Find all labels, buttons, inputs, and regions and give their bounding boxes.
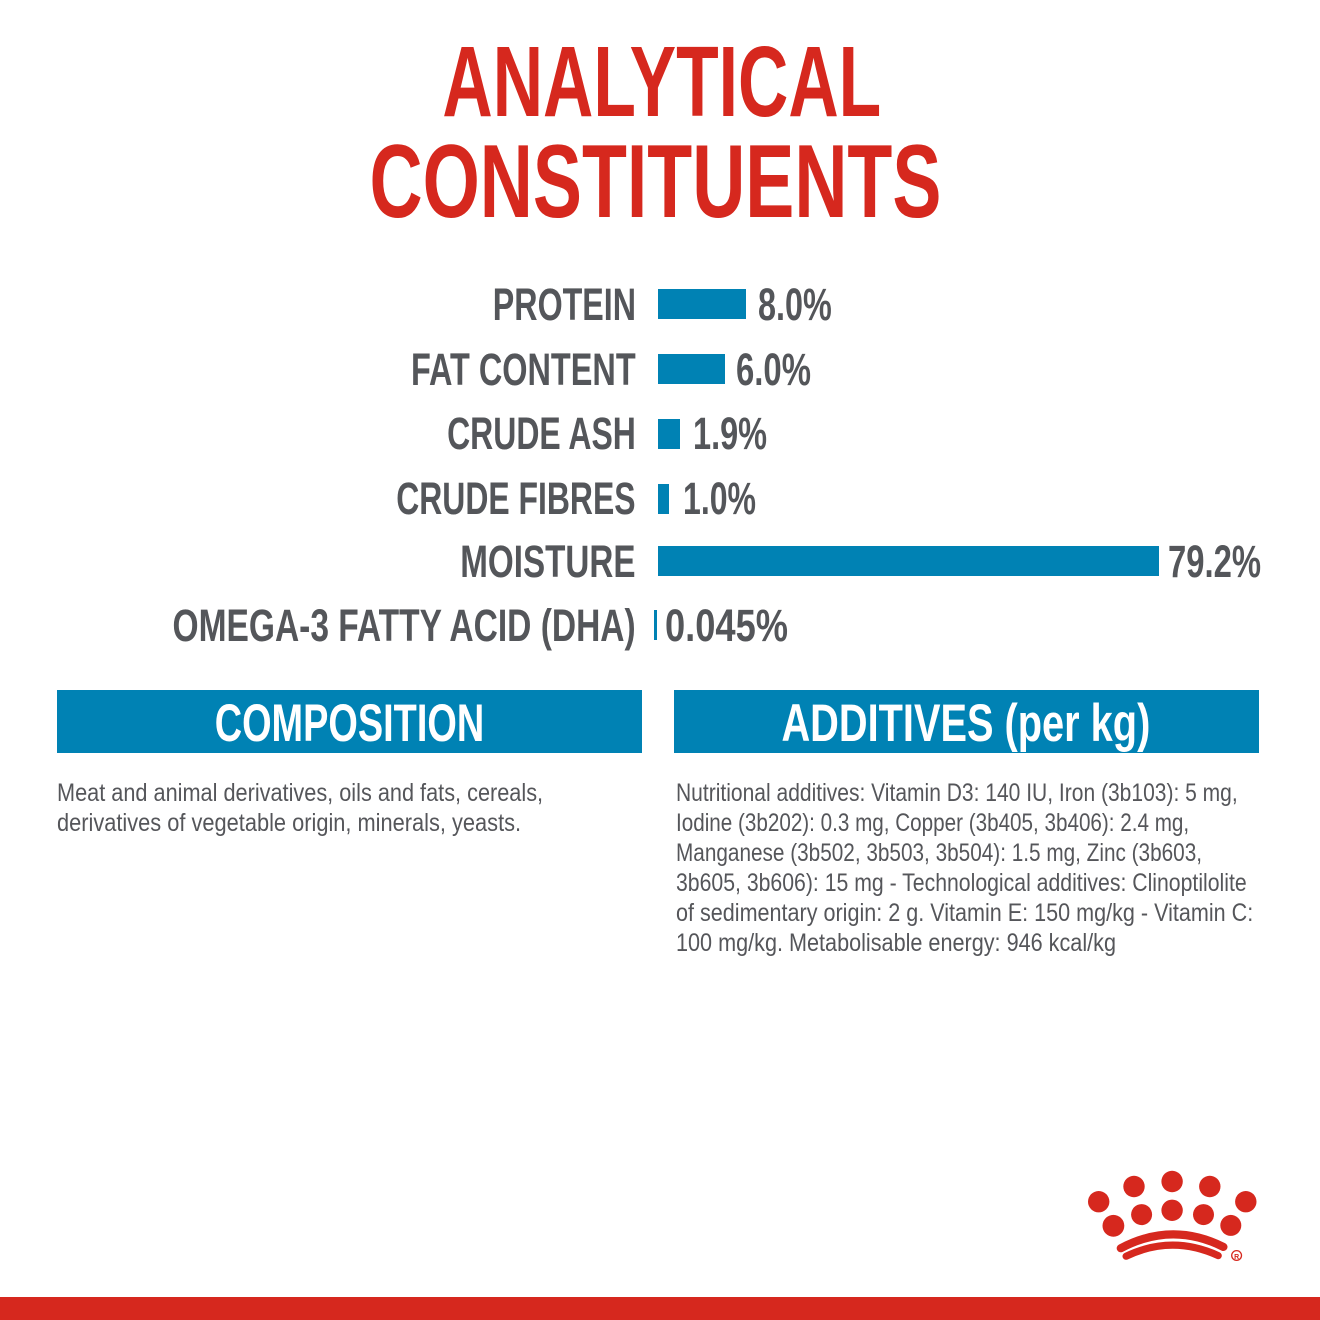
svg-text:R: R <box>1234 1254 1239 1261</box>
